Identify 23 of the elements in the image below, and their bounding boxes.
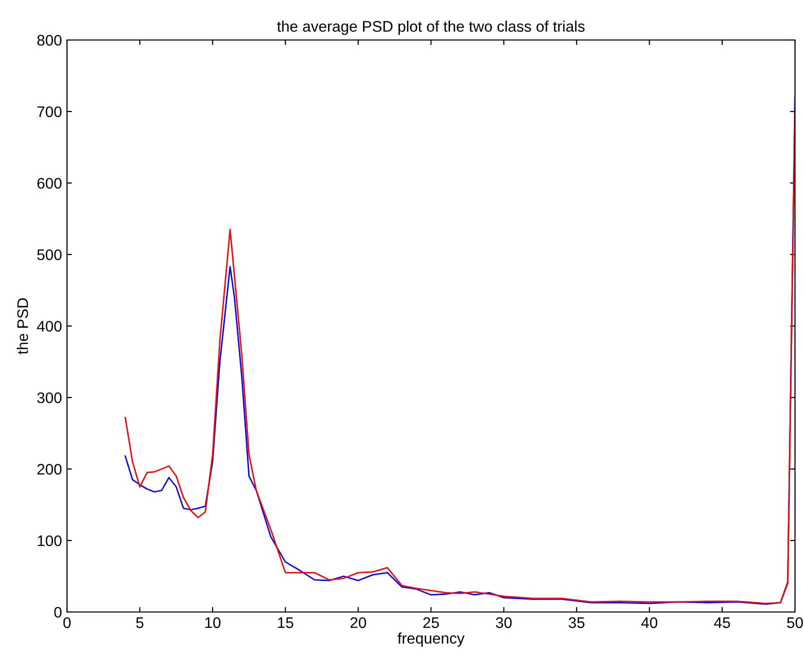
x-tick-label: 35 — [568, 617, 584, 628]
x-tick-label: 10 — [205, 617, 220, 628]
y-axis-title: the PSD — [16, 298, 28, 354]
y-tick-label: 800 — [37, 34, 62, 46]
chart-title: the average PSD plot of the two class of trials — [277, 20, 585, 35]
x-tick-label: 0 — [63, 617, 71, 628]
x-tick-label: 50 — [787, 617, 803, 628]
x-tick-label: 30 — [496, 617, 512, 628]
y-tick-label: 700 — [37, 106, 62, 118]
y-tick-label: 400 — [37, 320, 62, 332]
y-tick-label: 0 — [54, 606, 62, 618]
x-axis-title: frequency — [398, 632, 465, 647]
x-tick-label: 20 — [350, 617, 366, 628]
y-tick-label: 100 — [38, 535, 62, 546]
y-tick-label: 200 — [37, 464, 62, 475]
x-tick-label: 15 — [278, 617, 294, 628]
x-tick-label: 5 — [136, 617, 144, 628]
x-tick-label: 45 — [714, 617, 730, 628]
y-tick-label: 600 — [37, 178, 62, 189]
x-tick-label: 25 — [423, 617, 439, 628]
y-tick-label: 500 — [37, 249, 62, 260]
y-tick-label: 300 — [37, 392, 62, 404]
x-tick-label: 40 — [641, 617, 658, 628]
